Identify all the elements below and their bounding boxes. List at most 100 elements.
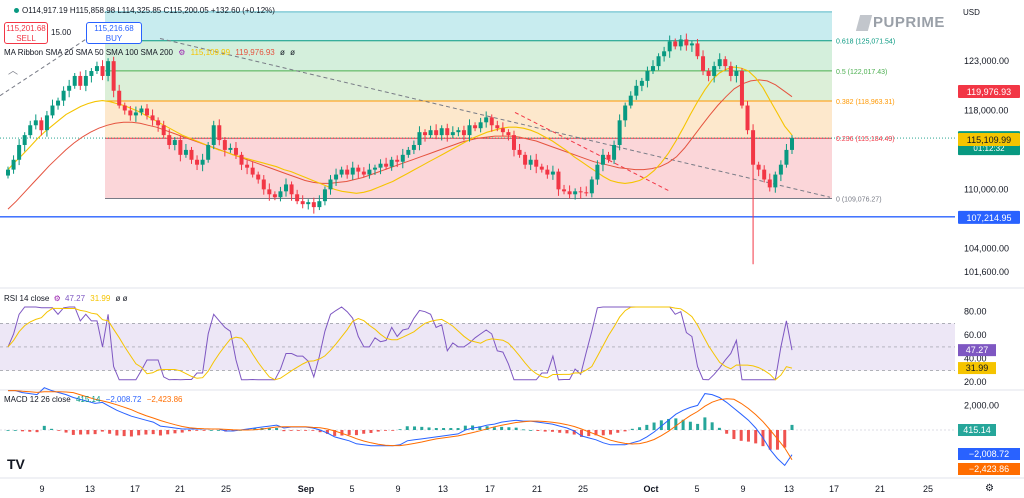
- price-tick-label: 104,000.00: [964, 244, 1009, 254]
- candle-body: [434, 130, 439, 136]
- candle-body: [456, 130, 461, 133]
- candle-body: [83, 75, 88, 86]
- candle-body: [378, 163, 383, 168]
- macd-hist-bar: [717, 427, 721, 430]
- macd-line-value: −2,008.72: [105, 395, 142, 404]
- candle-body: [122, 105, 127, 111]
- macd-hist-bar: [151, 430, 155, 435]
- candle-body: [356, 167, 361, 172]
- buy-button[interactable]: 115,216.68 BUY: [86, 22, 142, 44]
- settings-icon[interactable]: ⚙: [178, 48, 186, 57]
- macd-hist-tag-bg: [958, 424, 996, 436]
- macd-hist-bar: [456, 428, 460, 430]
- candle-body: [50, 105, 55, 116]
- macd-hist-bar: [659, 420, 663, 430]
- candle-body: [556, 171, 561, 190]
- candle-body: [22, 135, 27, 145]
- macd-hist-bar: [253, 428, 257, 430]
- candle-body: [233, 147, 238, 155]
- fib-zone-2: [105, 70, 832, 101]
- candle-body: [145, 108, 150, 116]
- rsi-tick-label: 60.00: [964, 330, 987, 340]
- currency-label[interactable]: USD: [963, 8, 980, 17]
- macd-hist-bar: [347, 430, 351, 435]
- candle-body: [417, 132, 422, 145]
- tradingview-logo-icon: TV: [7, 456, 25, 472]
- candle-body: [150, 115, 155, 121]
- candle-body: [478, 122, 483, 129]
- candle-body: [739, 71, 744, 106]
- candle-body: [706, 71, 711, 76]
- macd-hist-bar: [783, 430, 787, 448]
- macd-hist-bar: [405, 426, 409, 430]
- macd-hist-bar: [267, 428, 271, 430]
- macd-hist-bar: [282, 430, 286, 432]
- macd-hist-bar: [754, 430, 758, 444]
- macd-hist-bar: [521, 429, 525, 431]
- macd-hist-bar: [57, 430, 61, 431]
- time-tick-label: 13: [438, 484, 448, 494]
- candle-body: [261, 179, 266, 190]
- macd-hist-bar: [86, 430, 90, 435]
- macd-hist-bar: [572, 430, 576, 435]
- candle-body: [673, 41, 678, 47]
- candle-body: [217, 125, 222, 141]
- candle-body: [612, 144, 617, 160]
- time-tick-label: 21: [175, 484, 185, 494]
- rsi-tick-label: 80.00: [964, 307, 987, 317]
- candle-body: [67, 85, 72, 91]
- macd-hist-bar: [681, 419, 685, 430]
- rsi-settings-icon[interactable]: ⚙: [53, 294, 61, 303]
- candle-body: [334, 174, 339, 180]
- candle-body: [684, 39, 689, 46]
- countdown-label: 01:12:32: [973, 144, 1005, 153]
- macd-hist-bar: [354, 430, 358, 436]
- candle-body: [773, 174, 778, 188]
- candle-body: [172, 140, 177, 145]
- candle-body: [506, 132, 511, 136]
- candle-body: [495, 125, 500, 129]
- macd-line-tag-bg: [958, 448, 1020, 460]
- macd-hist-bar: [732, 430, 736, 440]
- candle-body: [511, 135, 516, 150]
- price-label-bg-3: [958, 210, 1020, 224]
- macd-hist-bar: [449, 428, 453, 430]
- price-tick-label: 110,000.00: [964, 184, 1008, 194]
- candle-body: [272, 194, 277, 198]
- sell-button[interactable]: 115,201.68 SELL: [4, 22, 48, 44]
- price-tick-label: 118,000.00: [964, 105, 1008, 115]
- candle-body: [439, 128, 444, 136]
- macd-hist-bar: [790, 424, 794, 430]
- macd-hist-bar: [674, 418, 678, 430]
- price-tick-label: 123,000.00: [964, 56, 1009, 66]
- macd-line: [8, 387, 793, 467]
- macd-hist-bar: [79, 430, 83, 435]
- macd-hist-bar: [630, 428, 634, 430]
- macd-hist-bar: [543, 430, 547, 432]
- ma-ribbon-legend[interactable]: MA Ribbon SMA 20 SMA 50 SMA 100 SMA 200 …: [4, 48, 295, 57]
- candle-body: [717, 59, 722, 67]
- macd-hist-bar: [376, 430, 380, 432]
- macd-hist-bar: [775, 430, 779, 450]
- settings-gear-icon[interactable]: ⚙: [985, 483, 994, 494]
- candle-body: [689, 43, 694, 46]
- macd-hist-bar: [100, 430, 104, 432]
- macd-hist-bar: [64, 430, 68, 433]
- candle-body: [300, 201, 305, 205]
- candle-body: [211, 125, 216, 145]
- brand-name: PUPRIME: [873, 14, 945, 31]
- candle-body: [667, 41, 672, 52]
- fib-label-0.382: 0.382 (118,963.31): [836, 99, 895, 106]
- candle-body: [100, 66, 105, 76]
- macd-hist-bar: [536, 430, 540, 431]
- candle-body: [423, 132, 428, 136]
- macd-hist-bar: [492, 427, 496, 430]
- candle-body: [311, 202, 316, 208]
- rsi-value: 47.27: [65, 294, 86, 303]
- ohlc-readout: O114,917.19 H115,858.98 L114,325.85 C115…: [14, 6, 275, 15]
- collapse-chevron-icon[interactable]: ︿: [8, 66, 18, 77]
- rsi-tick-label: 40.00: [964, 354, 987, 364]
- macd-hist-bar: [507, 427, 511, 430]
- candle-body: [584, 192, 589, 194]
